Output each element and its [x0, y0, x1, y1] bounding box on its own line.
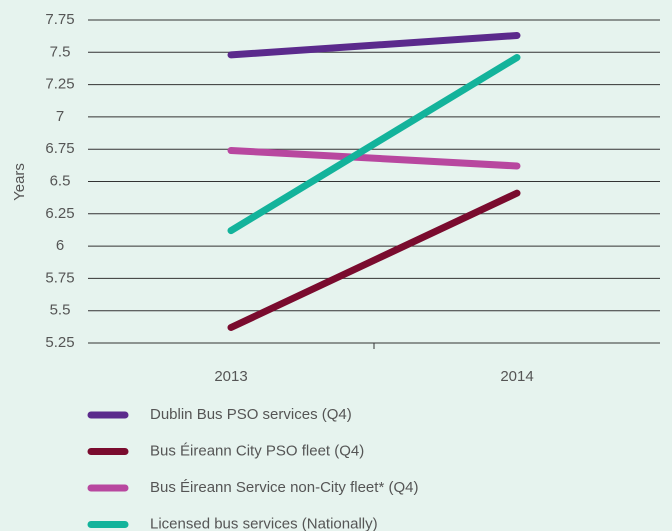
y-tick-label: 5.25 [45, 334, 74, 351]
x-tick-label: 2014 [500, 368, 533, 385]
x-tick-label: 2013 [214, 368, 247, 385]
series-line [227, 189, 521, 331]
y-tick-label: 6.25 [45, 205, 74, 222]
y-tick-label: 6 [56, 237, 64, 254]
y-tick-label: 7.25 [45, 76, 74, 93]
y-tick-label: 5.75 [45, 269, 74, 286]
y-axis-label: Years [11, 163, 28, 201]
y-tick-label: 6.75 [45, 140, 74, 157]
y-tick-label: 7.75 [45, 11, 74, 28]
y-tick-label: 7.5 [50, 43, 71, 60]
series-line [227, 32, 521, 59]
legend-label: Dublin Bus PSO services (Q4) [150, 406, 352, 423]
legend-label: Licensed bus services (Nationally) [150, 515, 378, 531]
y-tick-label: 5.5 [50, 302, 71, 319]
y-tick-label: 7 [56, 108, 64, 125]
series-line [227, 146, 521, 170]
y-tick-label: 6.5 [50, 172, 71, 189]
series-line [227, 53, 521, 235]
legend-label: Bus Éireann City PSO fleet (Q4) [150, 442, 364, 459]
legend-label: Bus Éireann Service non-City fleet* (Q4) [150, 479, 418, 496]
